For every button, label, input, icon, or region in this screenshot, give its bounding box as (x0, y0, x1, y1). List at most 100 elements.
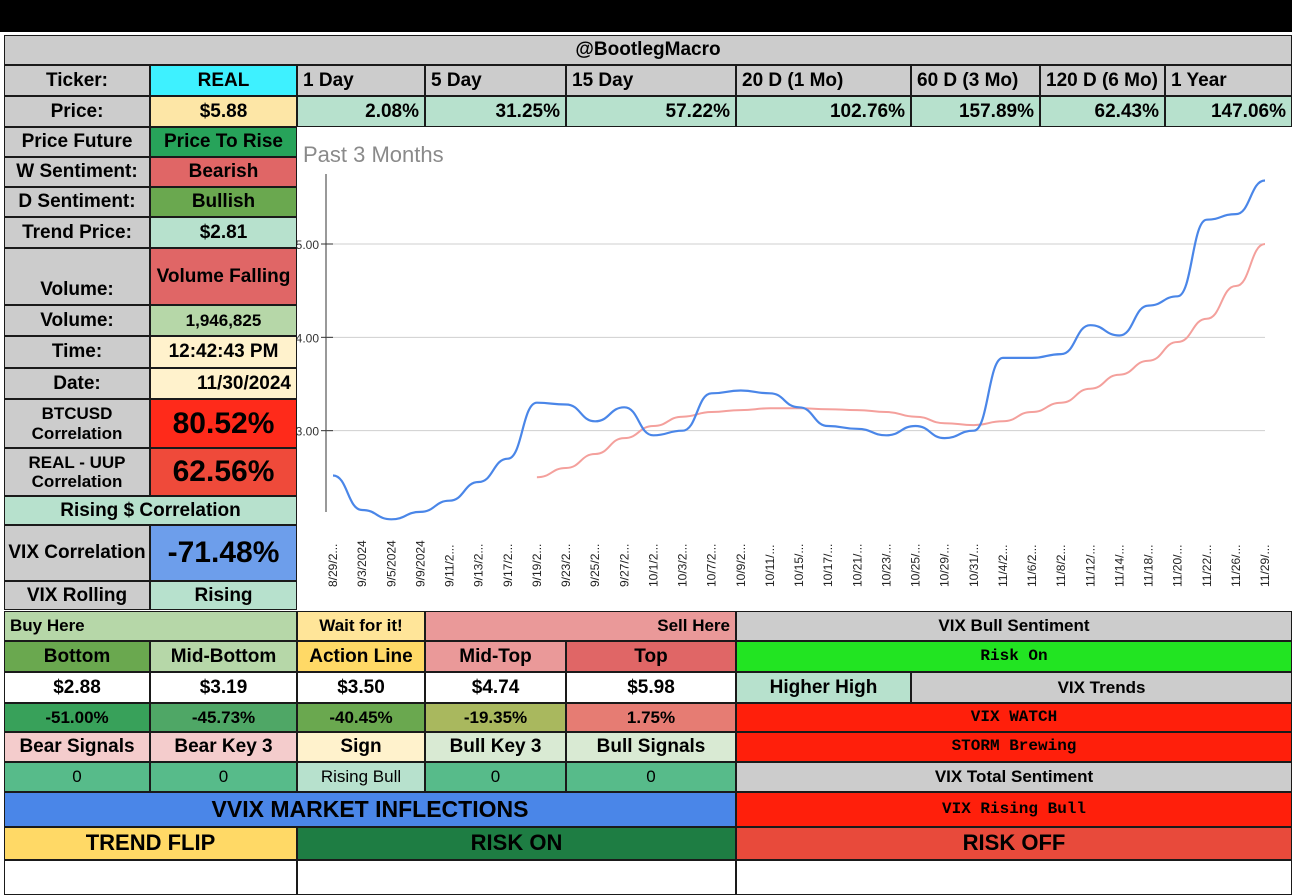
price-chart-svg: Past 3 Months $3.00 $4.00 $5.00 8/29/2... 9… (289, 142, 1272, 587)
risk-off-value (736, 860, 1292, 895)
x-tick-label: 9/5/2024 (384, 540, 398, 587)
vix-bull-sentiment-label: VIX Bull Sentiment (736, 611, 1292, 641)
x-tick-label: 11/12/... (1083, 545, 1097, 587)
level-price-bottom: $2.88 (4, 672, 150, 703)
period-label-1d: 1 Day (297, 65, 425, 96)
x-tick-label: 10/1/2... (646, 544, 660, 587)
vix-watch-status: VIX WATCH (736, 703, 1292, 732)
vix-trends-label: VIX Trends (911, 672, 1292, 703)
ticker-label: Ticker: (4, 65, 150, 96)
period-value-15d: 57.22% (566, 96, 736, 127)
x-tick-label: 11/29/... (1258, 545, 1272, 587)
x-tick-label: 10/25/... (909, 544, 923, 587)
volume-label: Volume: (4, 305, 150, 336)
x-tick-label: 9/13/2... (472, 544, 486, 587)
x-tick-label: 8/29/2... (326, 544, 340, 587)
d-sentiment-label: D Sentiment: (4, 187, 150, 217)
date-label: Date: (4, 368, 150, 399)
y-tick-label: $5.00 (297, 238, 319, 252)
level-pct-bottom: -51.00% (4, 703, 150, 732)
x-tick-label: 10/7/2... (705, 544, 719, 587)
vix-correlation-label: VIX Correlation (4, 525, 150, 581)
vix-risk-on-status: Risk On (736, 641, 1292, 672)
top-black-bar (0, 0, 1292, 32)
signal-header-sign: Sign (297, 732, 425, 762)
period-value-20d: 102.76% (736, 96, 911, 127)
x-tick-label: 11/26/... (1229, 545, 1243, 587)
x-tick-label: 10/11/... (763, 545, 777, 587)
d-sentiment-value: Bullish (150, 187, 297, 217)
x-tick-label: 11/6/2... (1025, 545, 1039, 587)
period-value-1d: 2.08% (297, 96, 425, 127)
x-tick-label: 11/4/2... (996, 545, 1010, 587)
risk-on-value (297, 860, 736, 895)
price-label: Price: (4, 96, 150, 127)
x-tick-label: 9/19/2... (530, 544, 544, 587)
vix-correlation-value: -71.48% (150, 525, 297, 581)
vix-rising-bull-status: VIX Rising Bull (736, 792, 1292, 827)
level-price-mid-bottom: $3.19 (150, 672, 297, 703)
w-sentiment-label: W Sentiment: (4, 157, 150, 187)
y-tick-label: $3.00 (297, 425, 319, 439)
price-chart: Past 3 Months $3.00 $4.00 $5.00 8/29/2... 9… (289, 127, 1292, 610)
risk-off-label: RISK OFF (736, 827, 1292, 860)
rising-correlation: Rising $ Correlation (4, 496, 297, 525)
x-tick-label: 10/29/... (938, 544, 952, 587)
level-price-action-line: $3.50 (297, 672, 425, 703)
trend-flip-label: TREND FLIP (4, 827, 297, 860)
level-pct-top: 1.75% (566, 703, 736, 732)
period-label-20d: 20 D (1 Mo) (736, 65, 911, 96)
x-tick-label: 9/9/2024 (413, 540, 427, 587)
time-value: 12:42:43 PM (150, 336, 297, 368)
trend-price-label: Trend Price: (4, 217, 150, 248)
uup-correlation-value: 62.56% (150, 448, 297, 496)
period-label-1y: 1 Year (1165, 65, 1292, 96)
trend-flip-value (4, 860, 297, 895)
signal-header-bull-signals: Bull Signals (566, 732, 736, 762)
time-label: Time: (4, 336, 150, 368)
trend-price-value: $2.81 (150, 217, 297, 248)
level-pct-mid-top: -19.35% (425, 703, 566, 732)
ticker-value: REAL (150, 65, 297, 96)
x-tick-label: 9/25/2... (588, 544, 602, 587)
buy-here-label: Buy Here (4, 611, 297, 641)
x-tick-label: 11/20/... (1171, 545, 1185, 587)
price-value: $5.88 (150, 96, 297, 127)
level-name-mid-bottom: Mid-Bottom (150, 641, 297, 672)
level-price-top: $5.98 (566, 672, 736, 703)
x-tick-label: 10/3/2... (676, 544, 690, 587)
btc-correlation-label: BTCUSD Correlation (4, 399, 150, 448)
x-tick-label: 11/14/... (1112, 545, 1126, 587)
level-name-top: Top (566, 641, 736, 672)
sell-here-label: Sell Here (425, 611, 736, 641)
level-name-action-line: Action Line (297, 641, 425, 672)
x-tick-label: 11/22/... (1200, 545, 1214, 587)
x-tick-label: 10/23/... (879, 544, 893, 587)
period-label-60d: 60 D (3 Mo) (911, 65, 1040, 96)
x-tick-label: 10/31/... (967, 544, 981, 587)
risk-on-label: RISK ON (297, 827, 736, 860)
x-tick-label: 10/9/2... (734, 544, 748, 587)
level-pct-mid-bottom: -45.73% (150, 703, 297, 732)
header-title: @BootlegMacro (4, 35, 1292, 65)
vix-rolling-value: Rising (150, 581, 297, 610)
period-value-1y: 147.06% (1165, 96, 1292, 127)
volume-status-value: Volume Falling (150, 248, 297, 305)
level-name-mid-top: Mid-Top (425, 641, 566, 672)
x-tick-label: 9/27/2... (617, 544, 631, 587)
x-tick-label: 11/8/2... (1054, 545, 1068, 587)
y-tick-label: $4.00 (297, 331, 319, 345)
signal-header-bear-key: Bear Key 3 (150, 732, 297, 762)
x-tick-label: 9/17/2... (501, 544, 515, 587)
period-value-60d: 157.89% (911, 96, 1040, 127)
vix-rolling-label: VIX Rolling (4, 581, 150, 610)
w-sentiment-value: Bearish (150, 157, 297, 187)
price-line (332, 179, 1266, 521)
x-tick-label: 9/3/2024 (355, 540, 369, 587)
storm-brewing-status: STORM Brewing (736, 732, 1292, 762)
x-tick-label: 9/11/2... (443, 545, 457, 587)
moving-average-line (536, 243, 1266, 479)
signal-value-bull-signals: 0 (566, 762, 736, 792)
x-tick-label: 11/18/... (1142, 545, 1156, 587)
vvix-banner: VVIX MARKET INFLECTIONS (4, 792, 736, 827)
